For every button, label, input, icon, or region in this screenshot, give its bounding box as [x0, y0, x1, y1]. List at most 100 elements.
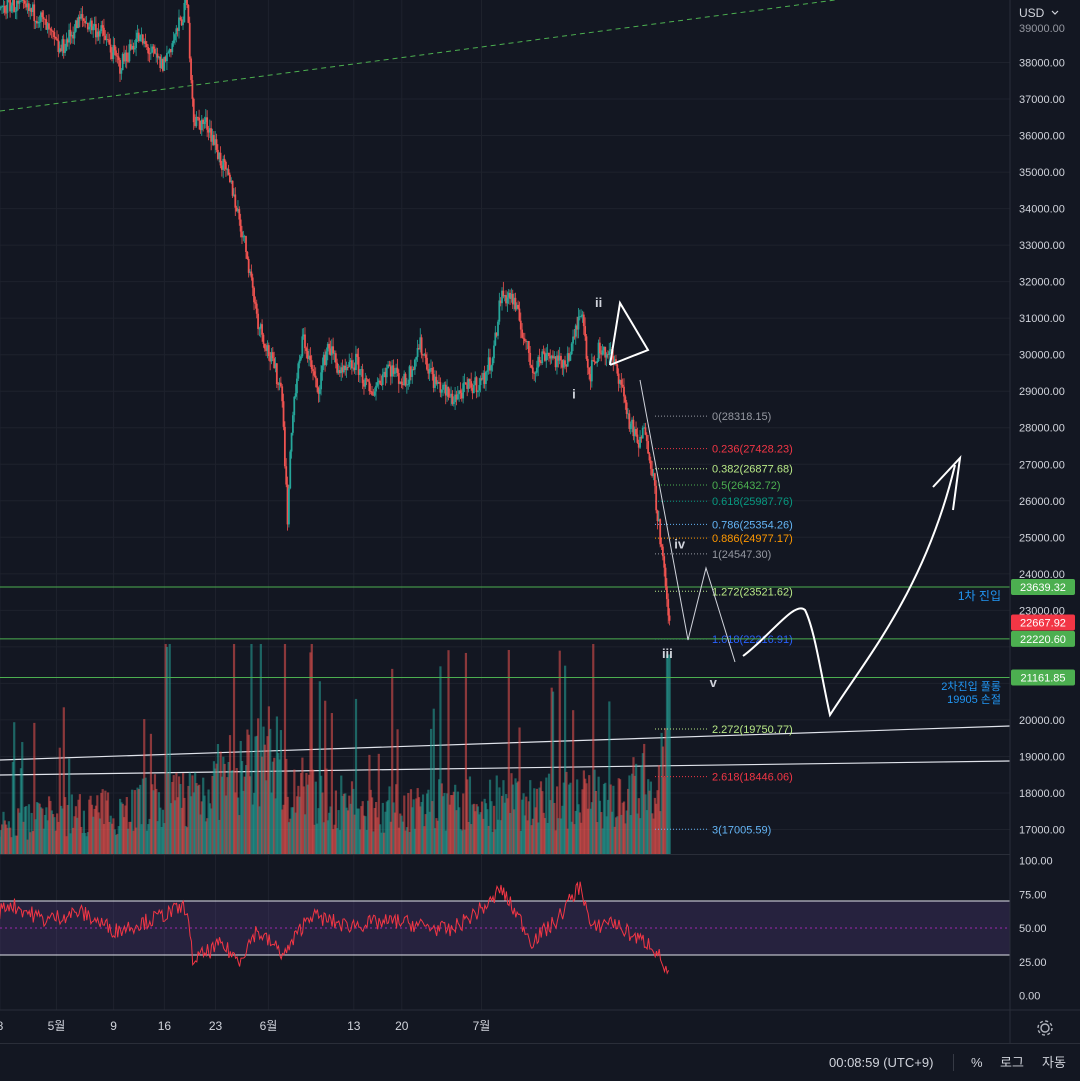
candle-body [431, 368, 433, 374]
entry-1-note[interactable]: 1차 진입 [958, 589, 1001, 603]
candle-body [295, 393, 297, 397]
percent-toggle[interactable]: % [971, 1044, 983, 1081]
candle-body [529, 353, 531, 365]
candle-body [305, 348, 307, 351]
price-axis-tick: 35000.00 [1019, 167, 1065, 179]
candle-body [630, 424, 632, 429]
fib-level-label: 0.382(26877.68) [712, 464, 793, 476]
candle-body [134, 48, 136, 49]
entry-2-note[interactable]: 2차진입 풀롱 [941, 680, 1001, 693]
candle-body [300, 356, 302, 359]
price-axis-tick: 18000.00 [1019, 788, 1065, 800]
candle-body [216, 139, 218, 150]
candle-body [272, 352, 274, 358]
candle-body [545, 354, 547, 361]
time-axis-tick: 23 [209, 1019, 223, 1033]
candle-body [5, 13, 7, 14]
candle-body [636, 435, 638, 443]
candle-body [543, 351, 545, 352]
candle-body [304, 335, 306, 349]
candle-body [462, 383, 464, 398]
wave-label: v [710, 675, 718, 690]
candle-body [368, 382, 370, 392]
candle-body [347, 367, 349, 368]
candle-body [238, 209, 240, 219]
fib-level-label: 1.272(23521.62) [712, 586, 793, 598]
candle-body [646, 435, 648, 441]
candle-body [187, 5, 189, 23]
candle-body [234, 194, 236, 207]
candle-body [179, 18, 181, 20]
candle-body [268, 345, 270, 356]
candle-body [103, 28, 105, 36]
candle-body [594, 361, 596, 362]
candle-body [326, 351, 328, 364]
fib-level-label: 1(24547.30) [712, 549, 771, 561]
price-level-tag-text: 22220.60 [1020, 634, 1066, 646]
candle-body [198, 118, 200, 121]
candle-body [663, 556, 665, 567]
currency-label[interactable]: USD [1019, 6, 1045, 20]
candle-body [578, 317, 580, 330]
candle-body [453, 402, 455, 404]
candle-body [0, 7, 2, 8]
candle-body [665, 568, 667, 587]
candle-body [189, 23, 191, 59]
candle-body [517, 305, 519, 309]
candle-body [220, 153, 222, 166]
candle-body [375, 386, 377, 392]
candle-body [99, 31, 101, 36]
candle-body [82, 14, 84, 18]
price-axis-tick: 28000.00 [1019, 423, 1065, 435]
candle-body [666, 586, 668, 599]
candle-body [584, 326, 586, 336]
candle-body [389, 365, 391, 367]
gear-icon[interactable] [1034, 1017, 1056, 1039]
candle-body [312, 369, 314, 371]
candle-body [539, 357, 541, 362]
candle-body [528, 341, 530, 353]
candle-body [407, 384, 409, 385]
log-scale-toggle[interactable]: 로그 [1000, 1044, 1024, 1081]
rsi-axis-tick: 75.00 [1019, 889, 1047, 901]
stop-loss-note[interactable]: 19905 손절 [947, 693, 1001, 706]
fib-level-label: 0.618(25987.76) [712, 496, 793, 508]
candle-body [41, 12, 43, 17]
candle-body [649, 454, 651, 461]
candle-body [411, 369, 413, 377]
auto-scale-toggle[interactable]: 자동 [1042, 1044, 1066, 1081]
candle-body [379, 381, 381, 384]
volume-bar [669, 655, 671, 855]
price-axis-tick: 25000.00 [1019, 532, 1065, 544]
fib-level-label: 0.886(24977.17) [712, 533, 793, 545]
clock-timezone[interactable]: 00:08:59 (UTC+9) [829, 1044, 933, 1081]
candle-body [587, 359, 589, 368]
candle-body [521, 330, 523, 338]
candle-body [401, 382, 403, 384]
fib-level-label: 0(28318.15) [712, 411, 771, 423]
candle-body [276, 363, 278, 384]
candle-body [56, 38, 58, 40]
price-axis-background [1010, 0, 1080, 1043]
price-axis[interactable]: USD 39000.00 [1010, 0, 1080, 1043]
candle-body [292, 415, 294, 433]
candle-body [116, 56, 118, 57]
wave-label: iv [674, 536, 686, 551]
candle-body [316, 378, 318, 387]
candle-body [624, 396, 626, 402]
candle-body [473, 385, 475, 393]
price-axis-tick: 37000.00 [1019, 94, 1065, 106]
candle-body [328, 344, 330, 349]
candle-body [531, 365, 533, 367]
candle-body [118, 57, 120, 60]
price-axis-tick: 30000.00 [1019, 350, 1065, 362]
candle-body [289, 452, 291, 489]
current-price-tag-text: 22667.92 [1020, 617, 1066, 629]
candle-body [204, 122, 206, 124]
candle-body [171, 43, 173, 52]
price-chart[interactable]: 0(28318.15) 0.236(27428.23) 0.382(26877.68… [0, 0, 1080, 1043]
fib-level-label: 0.236(27428.23) [712, 444, 793, 456]
candle-body [359, 369, 361, 375]
candle-body [476, 377, 478, 392]
candle-body [548, 353, 550, 356]
